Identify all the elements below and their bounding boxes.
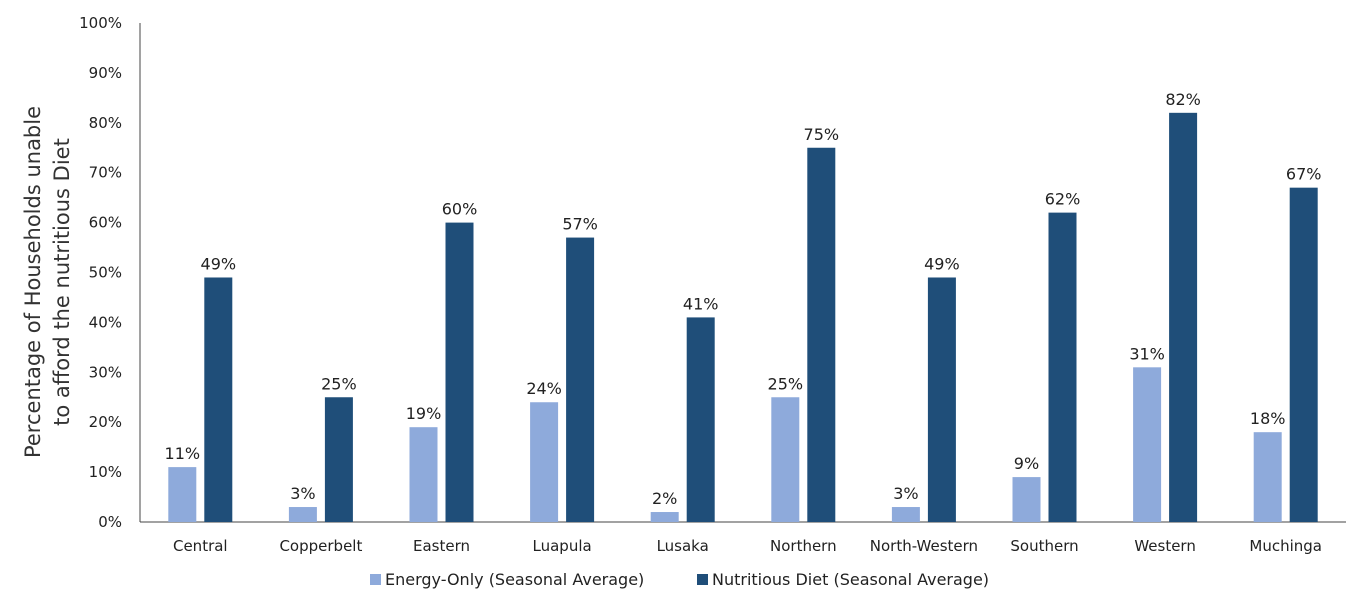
y-axis-label-line1: Percentage of Households unable (21, 106, 45, 458)
category-label: North-Western (870, 537, 978, 555)
y-tick-label: 50% (89, 264, 122, 282)
data-label: 18% (1250, 409, 1286, 428)
legend-label: Energy-Only (Seasonal Average) (385, 570, 644, 589)
y-tick-label: 100% (79, 14, 122, 32)
data-label: 24% (526, 379, 562, 398)
bar-energy-only (530, 402, 559, 522)
data-label: 49% (201, 254, 237, 273)
data-label: 41% (683, 294, 719, 313)
category-label: Luapula (533, 537, 592, 555)
data-label: 3% (290, 484, 315, 503)
y-tick-label: 60% (89, 214, 122, 232)
bar-nutritious-diet (686, 317, 715, 522)
bar-energy-only (1253, 432, 1282, 522)
bar-energy-only (288, 507, 317, 522)
legend-swatch (370, 574, 381, 585)
data-label: 3% (893, 484, 918, 503)
y-tick-labels: 0% 10% 20% 30% 40% 50% 60% 70% 80% 90% 100% (79, 14, 122, 531)
bar-nutritious-diet (807, 147, 836, 522)
bar-energy-only (771, 397, 800, 522)
data-label: 25% (321, 374, 357, 393)
y-tick-label: 30% (89, 363, 122, 381)
data-label: 11% (165, 444, 201, 463)
bar-nutritious-diet (1289, 187, 1318, 523)
bar-energy-only (409, 427, 438, 522)
bar-nutritious-diet (566, 237, 595, 522)
y-tick-label: 70% (89, 164, 122, 182)
y-tick-label: 90% (89, 64, 122, 82)
data-label: 60% (442, 200, 478, 219)
data-label: 49% (924, 254, 960, 273)
bars (168, 112, 1318, 523)
category-label: Lusaka (657, 537, 709, 555)
y-tick-label: 80% (89, 114, 122, 132)
bar-nutritious-diet (324, 397, 353, 522)
data-label: 9% (1014, 454, 1039, 473)
data-label: 62% (1045, 190, 1081, 209)
bar-nutritious-diet (204, 277, 233, 522)
legend-swatch (697, 574, 708, 585)
bar-energy-only (168, 467, 197, 522)
data-label: 31% (1129, 344, 1165, 363)
y-tick-label: 10% (89, 463, 122, 481)
category-label: Eastern (413, 537, 470, 555)
data-label: 82% (1165, 90, 1201, 109)
category-label: Southern (1010, 537, 1078, 555)
legend-label: Nutritious Diet (Seasonal Average) (712, 570, 989, 589)
bar-nutritious-diet (1048, 212, 1077, 522)
category-label: Northern (770, 537, 837, 555)
data-label: 67% (1286, 165, 1322, 184)
bar-energy-only (650, 512, 679, 522)
category-label: Copperbelt (279, 537, 362, 555)
data-label: 19% (406, 404, 442, 423)
y-axis-label-line2: to afford the nutritious Diet (50, 138, 74, 426)
data-label: 25% (768, 374, 804, 393)
data-label: 2% (652, 489, 677, 508)
bar-nutritious-diet (927, 277, 956, 522)
y-tick-label: 40% (89, 313, 122, 331)
legend: Energy-Only (Seasonal Average) Nutritious… (370, 570, 989, 589)
y-tick-label: 20% (89, 413, 122, 431)
category-label: Central (173, 537, 228, 555)
category-label: Muchinga (1249, 537, 1322, 555)
bar-energy-only (1012, 477, 1041, 522)
data-labels: 11% 49% 3% 25% 19% 60% 24% 57% 2% 41% 25% 75% 3% 49% 9… (165, 90, 1322, 508)
y-axis-label: Percentage of Households unable to affor… (21, 106, 74, 458)
data-label: 75% (804, 125, 840, 144)
bar-nutritious-diet (445, 222, 474, 522)
category-label: Western (1134, 537, 1196, 555)
bar-energy-only (1133, 367, 1162, 522)
data-label: 57% (562, 215, 598, 234)
bar-energy-only (891, 507, 920, 522)
y-tick-label: 0% (98, 513, 122, 531)
bar-nutritious-diet (1169, 112, 1198, 522)
category-labels: Central Copperbelt Eastern Luapula Lusaka Nor… (173, 537, 1322, 555)
